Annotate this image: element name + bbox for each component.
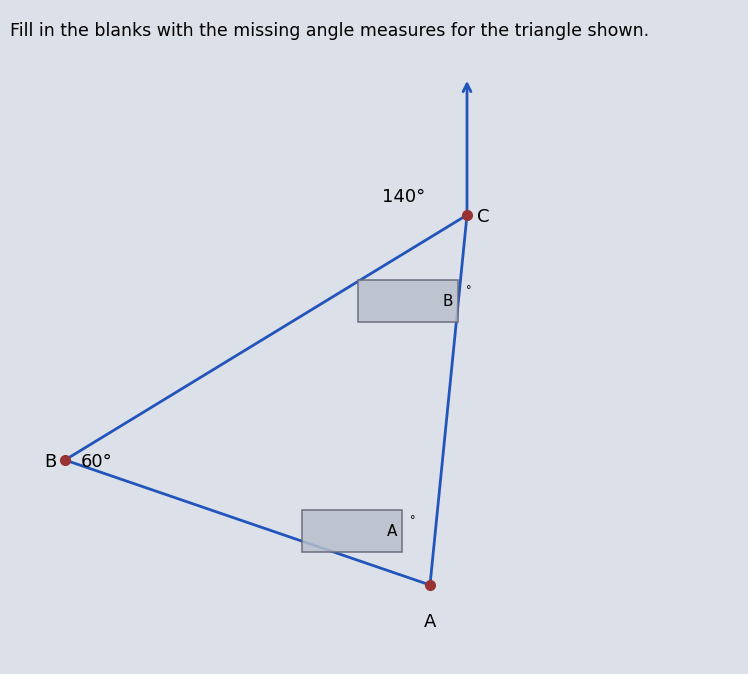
Text: B: B (443, 293, 453, 309)
Text: °: ° (466, 286, 471, 295)
Text: 60°: 60° (81, 453, 113, 471)
Bar (358, 280, 458, 322)
Text: B: B (45, 453, 57, 471)
Text: 140°: 140° (382, 188, 426, 206)
Text: °: ° (410, 516, 415, 526)
Text: C: C (477, 208, 489, 226)
Text: A: A (387, 524, 397, 539)
Text: Fill in the blanks with the missing angle measures for the triangle shown.: Fill in the blanks with the missing angl… (10, 22, 649, 40)
Text: A: A (424, 613, 436, 631)
Bar (302, 510, 402, 552)
